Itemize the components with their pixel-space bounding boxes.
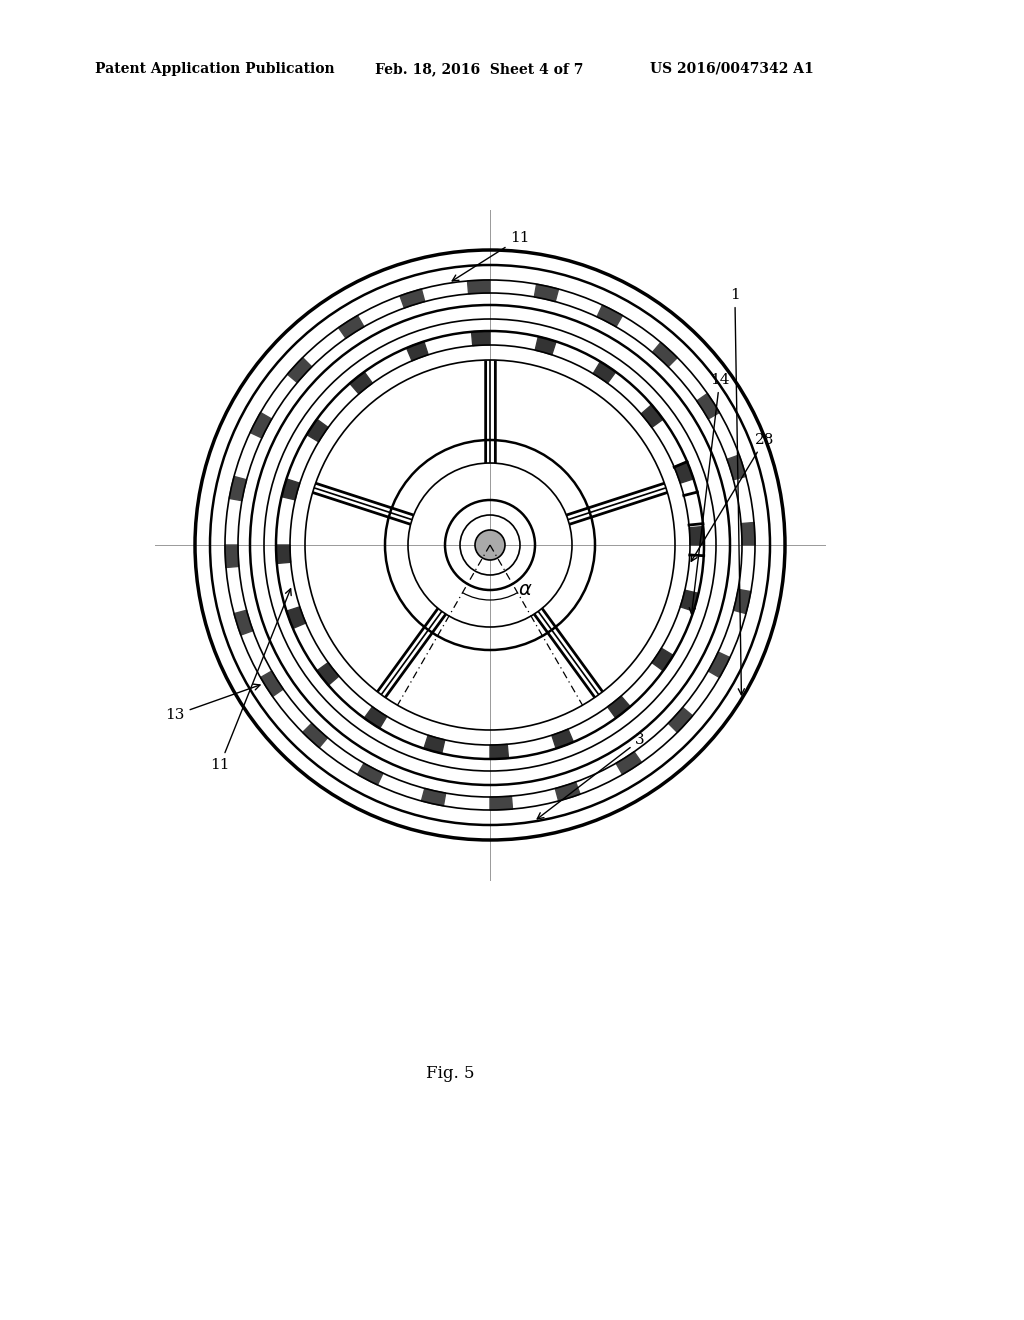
- Polygon shape: [727, 455, 745, 479]
- Polygon shape: [535, 284, 558, 301]
- Circle shape: [195, 249, 785, 840]
- Polygon shape: [536, 337, 556, 355]
- Polygon shape: [468, 280, 490, 294]
- Polygon shape: [641, 405, 664, 428]
- Polygon shape: [652, 342, 678, 367]
- Polygon shape: [607, 696, 630, 718]
- Polygon shape: [250, 412, 271, 438]
- Polygon shape: [282, 479, 300, 500]
- Text: 3: 3: [538, 733, 645, 818]
- Polygon shape: [260, 671, 284, 697]
- Polygon shape: [741, 523, 755, 545]
- Polygon shape: [229, 477, 247, 500]
- Polygon shape: [316, 663, 339, 685]
- Polygon shape: [733, 589, 751, 614]
- Polygon shape: [709, 652, 730, 677]
- Polygon shape: [669, 708, 692, 733]
- Polygon shape: [288, 358, 312, 383]
- Text: 11: 11: [453, 231, 529, 281]
- Polygon shape: [350, 372, 373, 393]
- Polygon shape: [696, 393, 720, 418]
- Text: 13: 13: [165, 684, 260, 722]
- Text: Patent Application Publication: Patent Application Publication: [95, 62, 335, 77]
- Circle shape: [475, 531, 505, 560]
- Polygon shape: [424, 735, 444, 754]
- Text: Fig. 5: Fig. 5: [426, 1065, 474, 1082]
- Polygon shape: [407, 342, 428, 360]
- Polygon shape: [234, 610, 253, 635]
- Polygon shape: [490, 796, 513, 810]
- Polygon shape: [652, 648, 674, 671]
- Polygon shape: [365, 706, 387, 729]
- Polygon shape: [303, 723, 328, 747]
- Polygon shape: [276, 545, 291, 564]
- Polygon shape: [593, 362, 615, 383]
- Text: 28: 28: [691, 433, 774, 561]
- Text: 14: 14: [689, 374, 729, 614]
- Text: $\alpha$: $\alpha$: [518, 579, 532, 599]
- Polygon shape: [357, 763, 383, 785]
- Polygon shape: [597, 305, 623, 327]
- Text: Feb. 18, 2016  Sheet 4 of 7: Feb. 18, 2016 Sheet 4 of 7: [375, 62, 584, 77]
- Polygon shape: [400, 289, 425, 308]
- Polygon shape: [422, 788, 445, 807]
- Polygon shape: [287, 607, 306, 628]
- Polygon shape: [306, 420, 329, 442]
- Polygon shape: [471, 331, 490, 346]
- Polygon shape: [680, 590, 698, 611]
- Text: US 2016/0047342 A1: US 2016/0047342 A1: [650, 62, 814, 77]
- Text: 11: 11: [210, 589, 291, 772]
- Polygon shape: [616, 752, 641, 775]
- Polygon shape: [225, 545, 239, 568]
- Polygon shape: [689, 527, 705, 545]
- Text: 1: 1: [730, 288, 744, 694]
- Polygon shape: [552, 729, 573, 748]
- Polygon shape: [339, 315, 364, 338]
- Polygon shape: [674, 462, 693, 483]
- Polygon shape: [490, 744, 509, 759]
- Polygon shape: [555, 781, 580, 801]
